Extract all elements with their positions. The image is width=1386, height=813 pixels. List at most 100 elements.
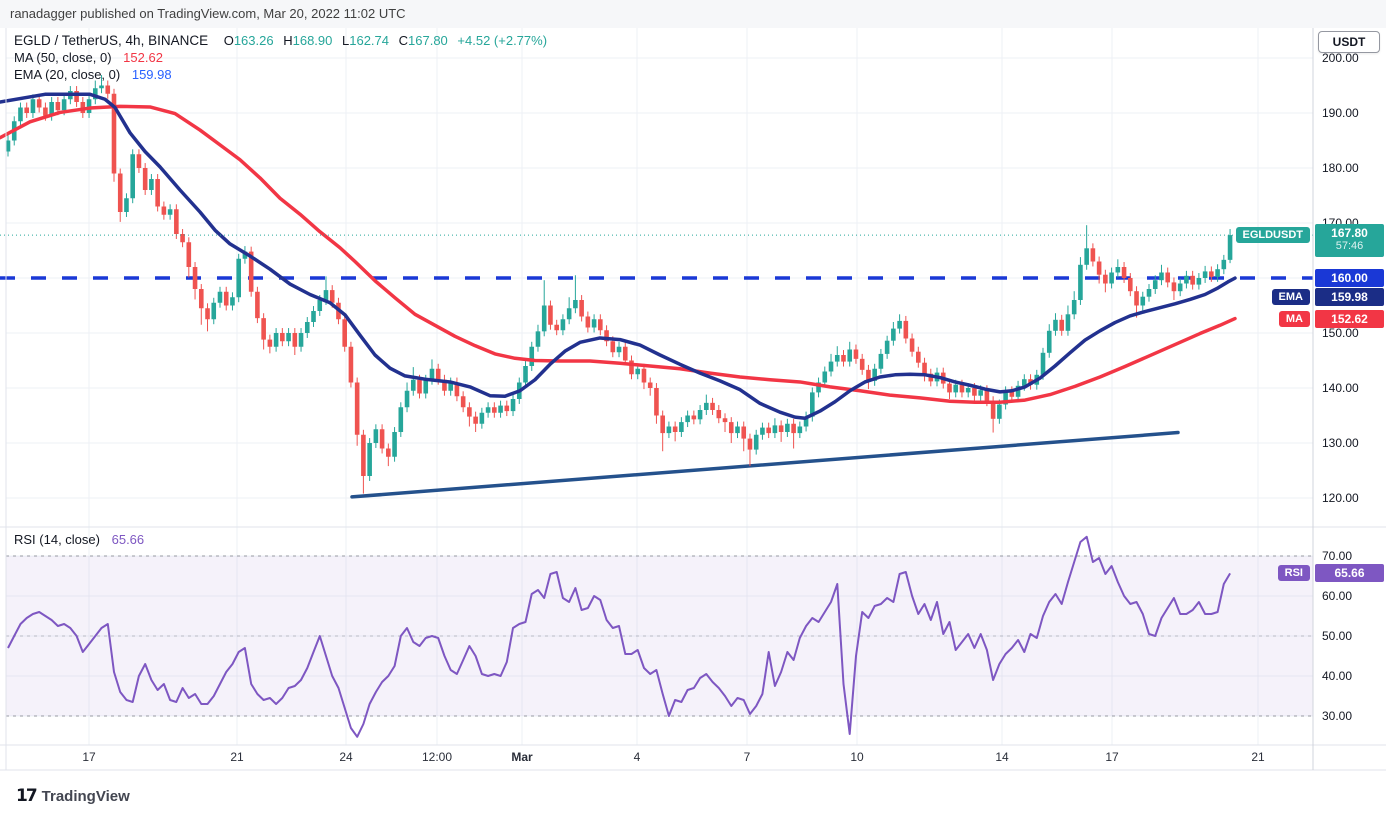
ascending-trendline[interactable]	[350, 430, 1180, 499]
price-tick-label: 190.00	[1322, 106, 1359, 120]
rsi-indicator-value: 65.66	[111, 532, 145, 547]
ma-flag: MA	[1278, 311, 1310, 327]
candle-body	[704, 402, 709, 410]
ema-indicator-label[interactable]: EMA (20, close, 0)	[14, 67, 121, 82]
candle-body	[442, 379, 447, 391]
tradingview-logo-text: TradingView	[41, 787, 130, 805]
candle-body	[292, 333, 298, 347]
time-tick-label: Mar	[511, 750, 533, 764]
candle-body	[435, 368, 441, 380]
candle-body	[280, 333, 285, 342]
candle-body	[816, 382, 821, 393]
candle-body	[573, 300, 578, 309]
candle-body	[105, 85, 111, 94]
candle-body	[498, 405, 503, 413]
rsi-indicator-row[interactable]: RSI (14, close) 65.66	[14, 532, 144, 547]
candle-body	[61, 99, 67, 111]
rsi-tick-label: 70.00	[1322, 549, 1353, 563]
candle-body	[124, 198, 129, 212]
candle-body	[149, 179, 154, 190]
candle-body	[579, 300, 584, 317]
candle-body	[972, 388, 977, 396]
candle-body	[1202, 271, 1208, 278]
candle-body	[604, 330, 609, 342]
candle-body	[1115, 267, 1121, 273]
candle-body	[529, 346, 535, 366]
candle-body	[261, 318, 266, 340]
ema20-line[interactable]	[0, 92, 1237, 420]
candle-body	[323, 290, 329, 300]
candle-body	[897, 320, 902, 329]
candle-body	[473, 416, 478, 424]
candle-body	[922, 362, 927, 374]
candle-body	[198, 289, 204, 309]
symbol-title[interactable]: EGLD / TetherUS, 4h, BINANCE	[14, 33, 209, 48]
ohlc-open-value: 163.26	[233, 33, 274, 48]
ma-indicator-label[interactable]: MA (50, close, 0)	[14, 50, 112, 65]
price-tick-label: 180.00	[1322, 161, 1359, 175]
candle-body	[847, 349, 853, 362]
candle-body	[30, 99, 36, 113]
ma-indicator-row[interactable]: MA (50, close, 0) 152.62	[14, 50, 547, 66]
candle-body	[373, 429, 379, 443]
candle-body	[803, 416, 809, 427]
ohlc-low-key: L	[342, 33, 350, 48]
ohlc-values: O163.26 H168.90 L162.74 C167.80 +4.52 (+…	[218, 33, 547, 48]
candle-body	[916, 351, 921, 363]
candle-body	[1227, 235, 1233, 260]
candle-body	[810, 392, 815, 417]
rsi-line[interactable]	[7, 535, 1231, 738]
symbol-row[interactable]: EGLD / TetherUS, 4h, BINANCE O163.26 H16…	[14, 33, 547, 49]
ema-indicator-row[interactable]: EMA (20, close, 0) 159.98	[14, 67, 547, 83]
candle-body	[1184, 275, 1189, 284]
candle-body	[585, 316, 591, 328]
candle-body	[217, 291, 223, 303]
level-price-badge: 160.00	[1315, 269, 1384, 287]
candle-body	[342, 319, 347, 347]
rsi-value-badge: 65.66	[1315, 564, 1384, 582]
candle-body	[1171, 282, 1177, 292]
candle-body	[311, 311, 316, 322]
price-tick-label: 120.00	[1322, 491, 1359, 505]
candle-body	[392, 432, 397, 457]
candle-body	[728, 422, 734, 434]
time-tick-label: 21	[230, 750, 244, 764]
candle-body	[1065, 314, 1071, 331]
candle-body	[24, 107, 30, 113]
candle-body	[43, 107, 48, 116]
rsi-indicator-label[interactable]: RSI (14, close)	[14, 532, 100, 547]
candle-body	[884, 340, 890, 354]
candle-body	[1209, 271, 1214, 277]
candle-body	[685, 415, 690, 423]
candle-body	[641, 368, 647, 383]
candle-body	[36, 99, 42, 108]
candle-body	[1134, 291, 1139, 306]
candle-body	[828, 361, 834, 372]
candle-body	[1165, 272, 1171, 283]
candle-body	[510, 399, 516, 412]
candle-body	[485, 407, 491, 413]
candle-body	[1084, 248, 1089, 265]
candle-body	[997, 404, 1002, 419]
ohlc-low-value: 162.74	[349, 33, 389, 48]
ema-indicator-value: 159.98	[131, 67, 172, 82]
candle-body	[984, 390, 990, 402]
candle-body	[92, 88, 98, 100]
candle-body	[1190, 275, 1195, 285]
candle-body	[304, 322, 310, 333]
tradingview-logo[interactable]: 17 TradingView	[16, 786, 130, 806]
candle-body	[448, 382, 453, 391]
ohlc-high-key: H	[283, 33, 293, 48]
ma50-line[interactable]	[0, 104, 1237, 405]
candle-body	[55, 102, 61, 111]
candle-body	[167, 209, 173, 215]
ma-value-badge: 152.62	[1315, 310, 1384, 328]
rsi-tick-label: 60.00	[1322, 589, 1353, 603]
watermark-bar: ranadagger published on TradingView.com,…	[0, 0, 1386, 28]
candle-body	[273, 333, 279, 347]
currency-toggle[interactable]: USDT	[1318, 31, 1380, 53]
candle-body	[760, 427, 765, 435]
candle-body	[386, 448, 391, 457]
candle-body	[660, 415, 665, 434]
